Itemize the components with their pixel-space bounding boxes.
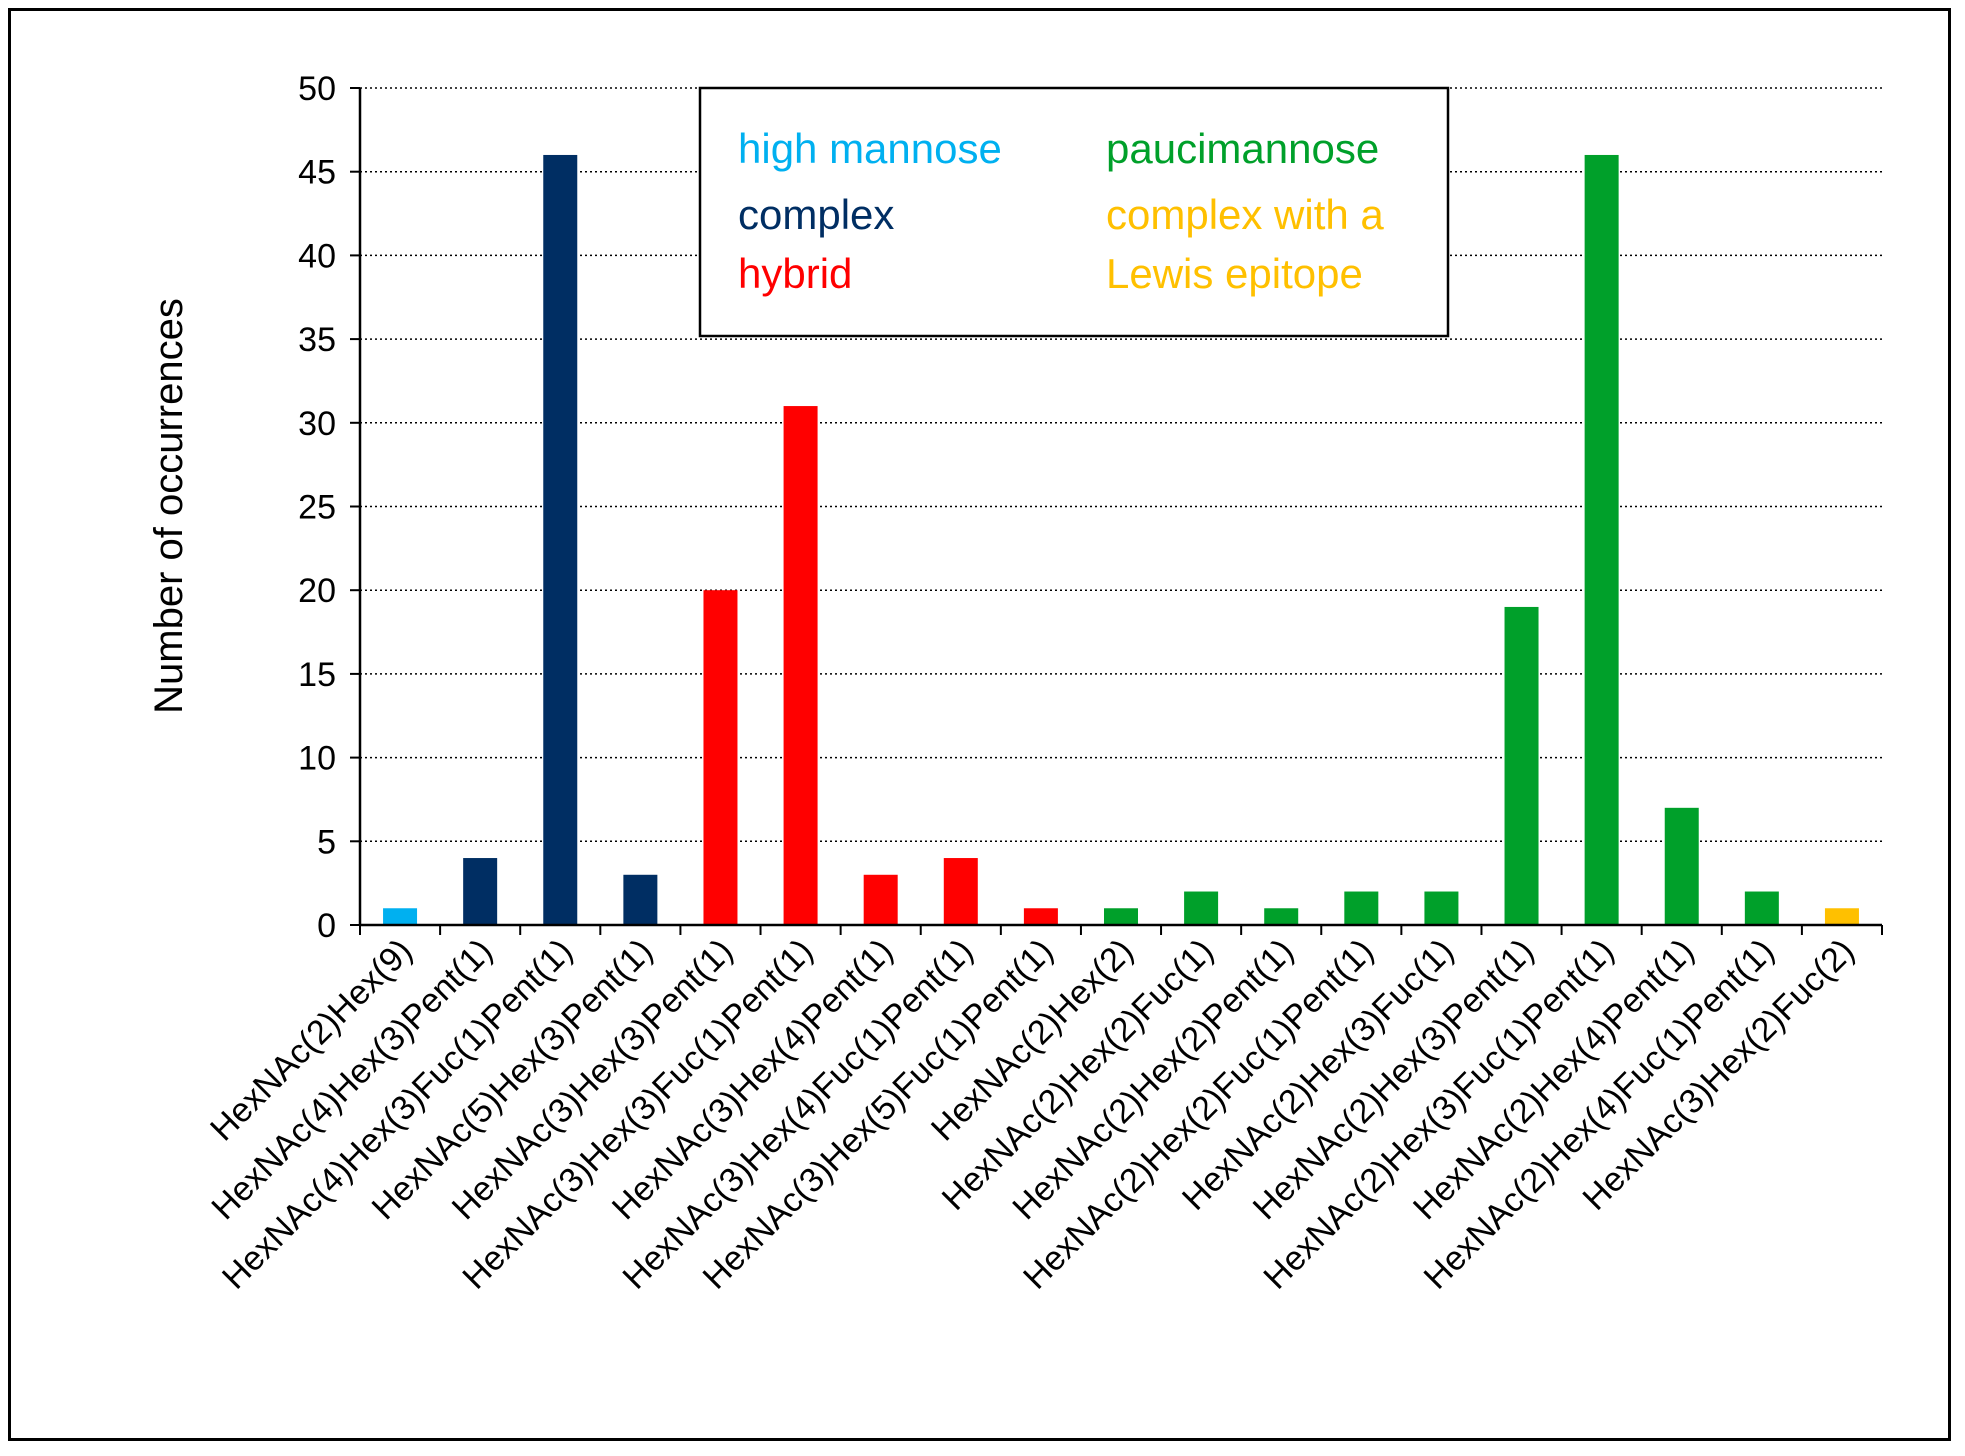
bars bbox=[383, 154, 1859, 925]
legend-item-lewis-epitope: Lewis epitope bbox=[1106, 250, 1363, 297]
bar bbox=[1824, 908, 1859, 925]
legend-item-hybrid: hybrid bbox=[738, 250, 852, 297]
bar bbox=[783, 406, 818, 925]
bar bbox=[623, 874, 658, 925]
y-axis-label: Number of occurrences bbox=[147, 298, 191, 714]
bar bbox=[543, 154, 578, 925]
legend-box bbox=[698, 86, 1450, 338]
legend-item-complex: complex bbox=[738, 191, 894, 238]
y-tick-label: 10 bbox=[298, 740, 336, 778]
bar bbox=[1664, 807, 1699, 925]
bar bbox=[1104, 908, 1138, 925]
bar bbox=[943, 858, 978, 925]
bar bbox=[1184, 891, 1219, 925]
y-tick-label: 50 bbox=[298, 70, 336, 108]
legend-item-paucimannose: paucimannose bbox=[1106, 125, 1379, 172]
bar bbox=[1424, 891, 1459, 925]
y-tick-label: 25 bbox=[298, 489, 336, 527]
x-tick-labels: HexNAc(2)Hex(9)HexNAc(4)Hex(3)Pent(1)Hex… bbox=[203, 925, 1883, 1297]
legend: high mannose paucimannose complex comple… bbox=[698, 86, 1450, 338]
y-tick-label: 5 bbox=[317, 823, 336, 861]
bar bbox=[1584, 154, 1619, 925]
bar bbox=[1344, 891, 1379, 925]
y-tick-label: 40 bbox=[298, 237, 336, 275]
bar bbox=[463, 858, 498, 925]
bar bbox=[1023, 908, 1058, 925]
legend-item-complex-with-a: complex with a bbox=[1106, 191, 1384, 238]
y-tick-label: 35 bbox=[298, 321, 336, 359]
bar bbox=[1744, 891, 1779, 925]
chart-frame bbox=[8, 8, 1951, 1441]
y-tick-label: 15 bbox=[298, 656, 336, 694]
bar bbox=[703, 590, 738, 925]
y-tick-label: 30 bbox=[298, 405, 336, 443]
bar bbox=[383, 908, 418, 925]
bar bbox=[1504, 606, 1539, 925]
y-tick-label: 0 bbox=[317, 907, 336, 945]
legend-item-high-mannose: high mannose bbox=[738, 125, 1002, 172]
y-tick-labels: 0 5 10 15 20 25 30 35 40 45 50 bbox=[298, 70, 360, 945]
bar bbox=[1264, 908, 1299, 925]
y-tick-label: 45 bbox=[298, 154, 336, 192]
bar bbox=[863, 874, 898, 925]
y-tick-label: 20 bbox=[298, 572, 336, 610]
